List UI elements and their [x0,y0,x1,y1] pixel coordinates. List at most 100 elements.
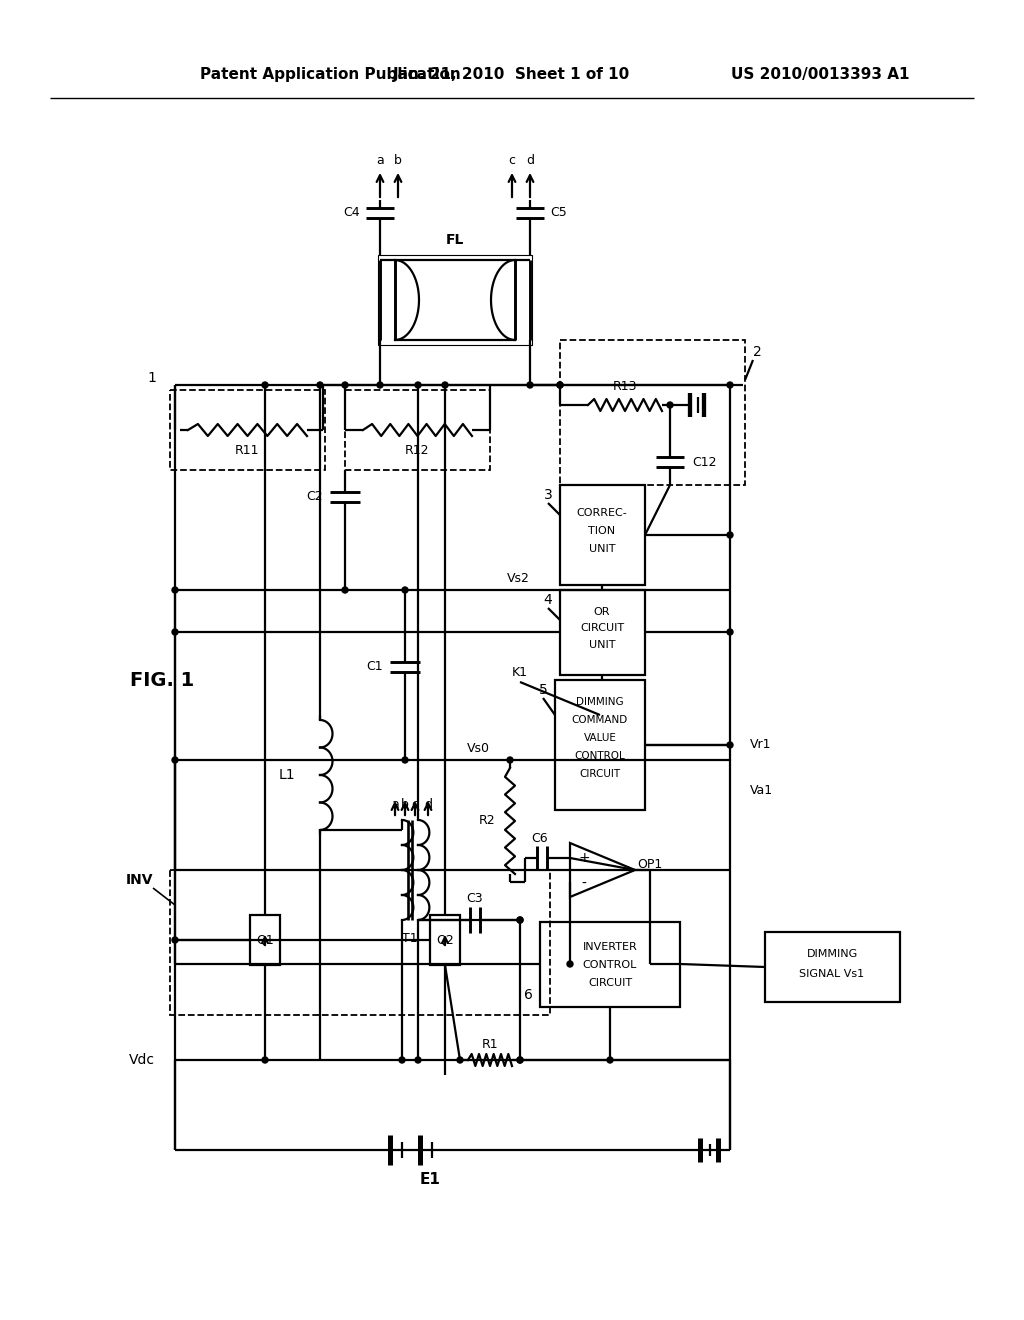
Circle shape [342,587,348,593]
Text: DIMMING: DIMMING [577,697,624,708]
Circle shape [262,1057,268,1063]
Circle shape [607,1057,613,1063]
Text: C1: C1 [367,660,383,673]
Text: 3: 3 [544,488,552,502]
Circle shape [527,381,534,388]
Text: E1: E1 [420,1172,440,1188]
Text: Vr1: Vr1 [750,738,771,751]
Text: C2: C2 [306,491,323,503]
Text: Vs2: Vs2 [507,572,530,585]
Text: Q1: Q1 [256,933,273,946]
Text: TION: TION [589,525,615,536]
Text: C6: C6 [531,832,548,845]
Circle shape [517,1057,523,1063]
Circle shape [172,630,178,635]
Text: 4: 4 [544,593,552,607]
Circle shape [402,756,408,763]
Circle shape [667,403,673,408]
Text: INV: INV [126,873,153,887]
Text: INVERTER: INVERTER [583,942,637,952]
Text: d: d [424,799,432,812]
Circle shape [262,381,268,388]
Text: 5: 5 [539,682,548,697]
Bar [540,921,680,1007]
Text: Jan. 21, 2010  Sheet 1 of 10: Jan. 21, 2010 Sheet 1 of 10 [393,67,631,82]
Bar [560,341,745,484]
Bar [170,389,325,470]
Circle shape [517,917,523,923]
Circle shape [727,742,733,748]
Text: CORREC-: CORREC- [577,508,628,517]
Text: C12: C12 [692,455,717,469]
Text: R13: R13 [612,380,637,393]
Text: -: - [582,876,587,891]
Text: R1: R1 [481,1039,499,1052]
Text: Vs0: Vs0 [467,742,490,755]
Text: R11: R11 [234,444,259,457]
Bar [430,915,460,965]
Text: CONTROL: CONTROL [574,751,626,762]
Circle shape [457,1057,463,1063]
Bar [345,389,490,470]
Text: 1: 1 [147,371,157,385]
Text: Patent Application Publication: Patent Application Publication [200,67,461,82]
Text: CONTROL: CONTROL [583,960,637,970]
Text: SIGNAL Vs1: SIGNAL Vs1 [800,969,864,979]
Bar [555,680,645,810]
Circle shape [517,1057,523,1063]
Text: CIRCUIT: CIRCUIT [580,770,621,779]
Circle shape [377,381,383,388]
Text: CIRCUIT: CIRCUIT [588,978,632,987]
Text: Vdc: Vdc [129,1053,155,1067]
Text: +: + [579,851,590,865]
Text: Q2: Q2 [436,933,454,946]
Circle shape [399,1057,406,1063]
Bar [378,255,532,345]
Text: C5: C5 [550,206,566,219]
Text: 2: 2 [753,345,762,359]
Text: R12: R12 [404,444,429,457]
Text: L1: L1 [279,768,295,781]
Circle shape [415,1057,421,1063]
Circle shape [172,937,178,942]
Circle shape [172,587,178,593]
Bar [250,915,280,965]
Text: OP1: OP1 [637,858,663,870]
Circle shape [402,587,408,593]
Text: FL: FL [445,234,464,247]
Circle shape [172,756,178,763]
Text: b: b [394,153,402,166]
Text: c: c [412,799,419,812]
Text: CIRCUIT: CIRCUIT [580,623,624,634]
Text: R2: R2 [478,814,495,828]
Circle shape [517,917,523,923]
Bar [170,870,550,1015]
Text: 6: 6 [523,987,532,1002]
Circle shape [567,961,573,968]
Bar [560,484,645,585]
Circle shape [557,381,563,388]
Circle shape [415,381,421,388]
Text: K1: K1 [512,665,528,678]
Circle shape [507,756,513,763]
Bar [560,590,645,675]
Text: COMMAND: COMMAND [571,715,628,725]
Text: DIMMING: DIMMING [806,949,858,960]
Circle shape [442,381,449,388]
Bar [765,932,900,1002]
Text: a: a [376,153,384,166]
Text: US 2010/0013393 A1: US 2010/0013393 A1 [731,67,909,82]
Circle shape [727,532,733,539]
Circle shape [342,381,348,388]
Text: c: c [509,153,515,166]
Text: FIG. 1: FIG. 1 [130,671,195,689]
Text: d: d [526,153,534,166]
Text: VALUE: VALUE [584,733,616,743]
Circle shape [317,381,323,388]
Text: UNIT: UNIT [589,640,615,649]
Text: a: a [391,799,399,812]
Circle shape [727,381,733,388]
Circle shape [557,381,563,388]
Text: T1: T1 [402,932,418,945]
Text: b: b [401,799,409,812]
